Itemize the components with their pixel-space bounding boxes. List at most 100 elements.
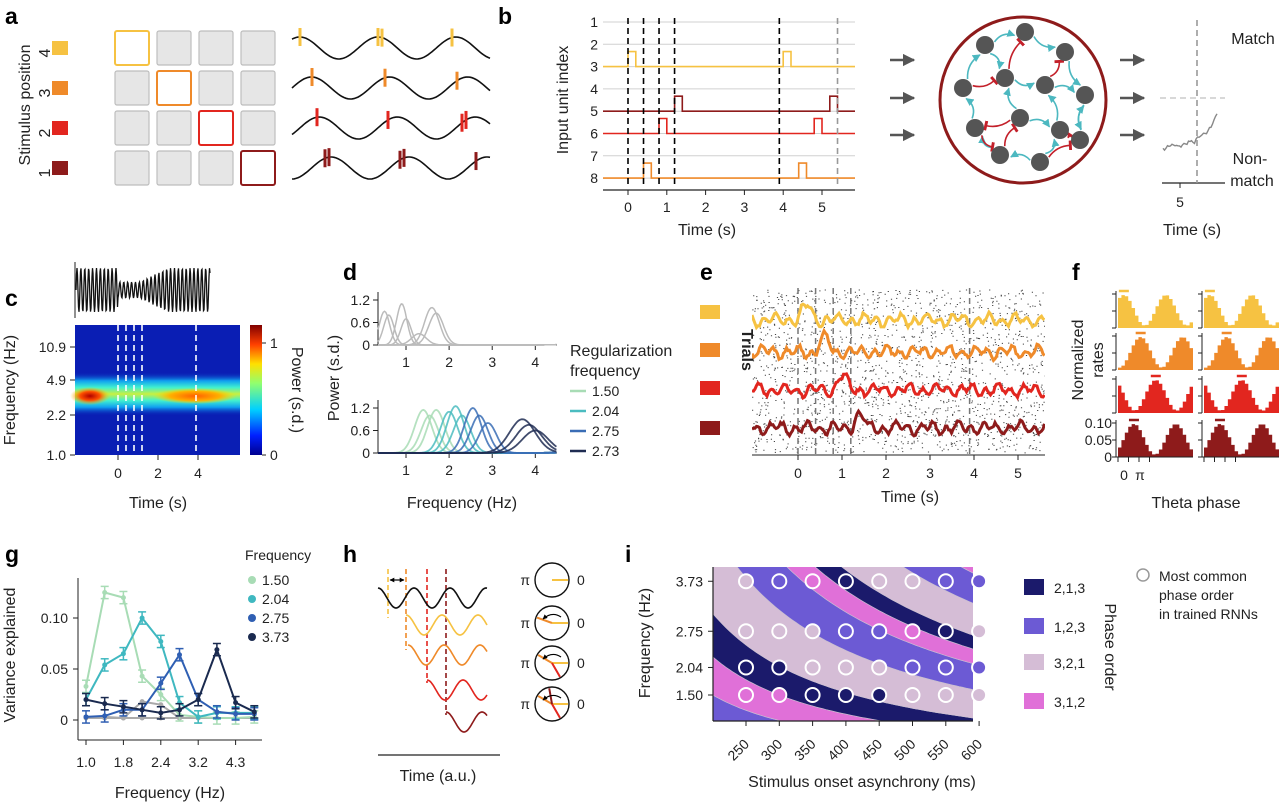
legend-label: 1.50 [262,572,289,588]
rnn-phase-order-marker [871,623,888,640]
pi-label: π [520,655,530,671]
x-tick-label: 4.3 [226,754,246,770]
phase-histogram [1204,380,1279,413]
series-3-73-point [177,707,182,713]
series-2-75-point [177,652,182,658]
panel-label-h: h [343,541,357,567]
rnn-phase-order-marker [971,573,988,590]
firing-rate-trace [752,327,1045,364]
stimulus-color-swatch [52,41,68,55]
series-2-75-point [233,711,239,717]
unit-index-label: 8 [590,170,598,186]
x-tick-label: 0 [114,465,122,481]
x-tick-label: 3 [488,462,496,478]
frequency-axis-label: Frequency (Hz) [637,588,654,698]
power-spectrum-curve-gray [378,312,557,346]
legend-marker [248,633,256,641]
normalized-rates-axis-label: rates [1090,342,1107,378]
excitatory-connection [1045,138,1060,155]
x-tick-label: 1 [838,465,846,481]
rnn-phase-order-marker [871,573,888,590]
phase-histogram [1204,424,1279,457]
y-tick-label: 0 [1104,449,1112,465]
stimulus-grid-cell [240,70,276,106]
excitatory-connection [1014,79,1035,91]
unit-index-label: 5 [590,103,598,119]
stimulus-grid-cell [156,150,192,186]
induced-wave [405,614,488,636]
marker-legend-label: in trained RNNs [1159,606,1258,622]
rnn-phase-order-marker [937,573,954,590]
inhibitory-connection [983,119,1011,131]
phase-histogram [1204,337,1279,370]
stimulus-grid-cell [240,110,276,146]
stimulus-grid-cell [156,30,192,66]
y-tick-label: 0.10 [41,610,68,626]
legend-swatch [1024,654,1044,670]
x-tick-label: 1 [663,199,671,215]
stimulus-color-swatch [52,81,68,95]
series-3-73-point [251,709,257,715]
stimulus-position-number: 1 [37,168,54,177]
unit-index-label: 3 [590,59,598,75]
colorbar-label: Power (s.d.) [288,347,305,433]
spike-tick [474,152,478,171]
firing-rate-trace [752,302,1045,331]
phase-histogram [1118,424,1193,457]
series-3-73-line [85,646,255,714]
phase-histogram [1118,295,1193,328]
y-tick-label: 0 [362,337,370,353]
rnn-unit [1076,86,1094,104]
legend-label: 2.75 [592,423,619,439]
stimulus-grid-cell [114,70,150,106]
excitatory-connection [1010,149,1031,161]
rnn-phase-order-marker [871,659,888,676]
time-axis-label: Time (s) [678,222,736,239]
legend-marker [248,614,256,622]
x-tick-label: 0 [624,199,632,215]
inhibitory-connection [1049,59,1065,78]
spike-tick [298,28,302,47]
x-tick-label: 5 [818,199,826,215]
x-tick-label: 0 [794,465,802,481]
phase-vector [536,616,553,624]
stimulus-position-number: 4 [37,48,54,57]
legend-marker [248,595,256,603]
spike-tick [398,150,402,169]
theta-reference-wave [377,587,488,609]
stimulus-grid-cell [114,110,150,146]
unit-index-label: 2 [590,36,598,52]
series-3-73-point [158,710,164,716]
pi-label: π [520,696,530,712]
marker-legend-label: phase order [1159,587,1234,603]
induced-wave [426,679,488,701]
time-axis-label: Time (s) [881,489,939,506]
rnn-unit [1071,131,1089,149]
marker-legend-label: Most common [1159,568,1247,584]
variance-explained-axis-label: Variance explained [2,588,19,723]
legend-title: frequency [570,363,640,380]
panel-label-e: e [700,259,713,285]
rnn-phase-order-marker [804,659,821,676]
rnn-phase-order-marker [771,573,788,590]
stimulus-grid-cell-active [156,70,192,106]
y-tick-label: 0.6 [351,315,371,331]
stimulus-color-swatch [700,381,720,395]
stimulus-color-swatch [700,421,720,435]
pi-label: π [520,572,530,588]
stimulus-grid-cell [114,150,150,186]
series-3-73-point [195,697,201,703]
nonmatch-label: Non- [1233,151,1268,168]
spike-tick [323,149,327,168]
y-tick-label: 0 [362,445,370,461]
spike-tick [464,110,468,129]
stimulus-position-axis-label: Stimulus position [17,45,34,166]
excitatory-connection [965,97,975,119]
excitatory-connection [1033,36,1056,52]
soa-axis-label: Stimulus onset asynchrony (ms) [748,774,976,791]
rnn-phase-order-marker [971,687,988,703]
phase-vector [551,703,561,719]
series-3-73-point [233,700,239,706]
phase-histogram [1118,337,1193,370]
control-series-point [158,702,164,708]
